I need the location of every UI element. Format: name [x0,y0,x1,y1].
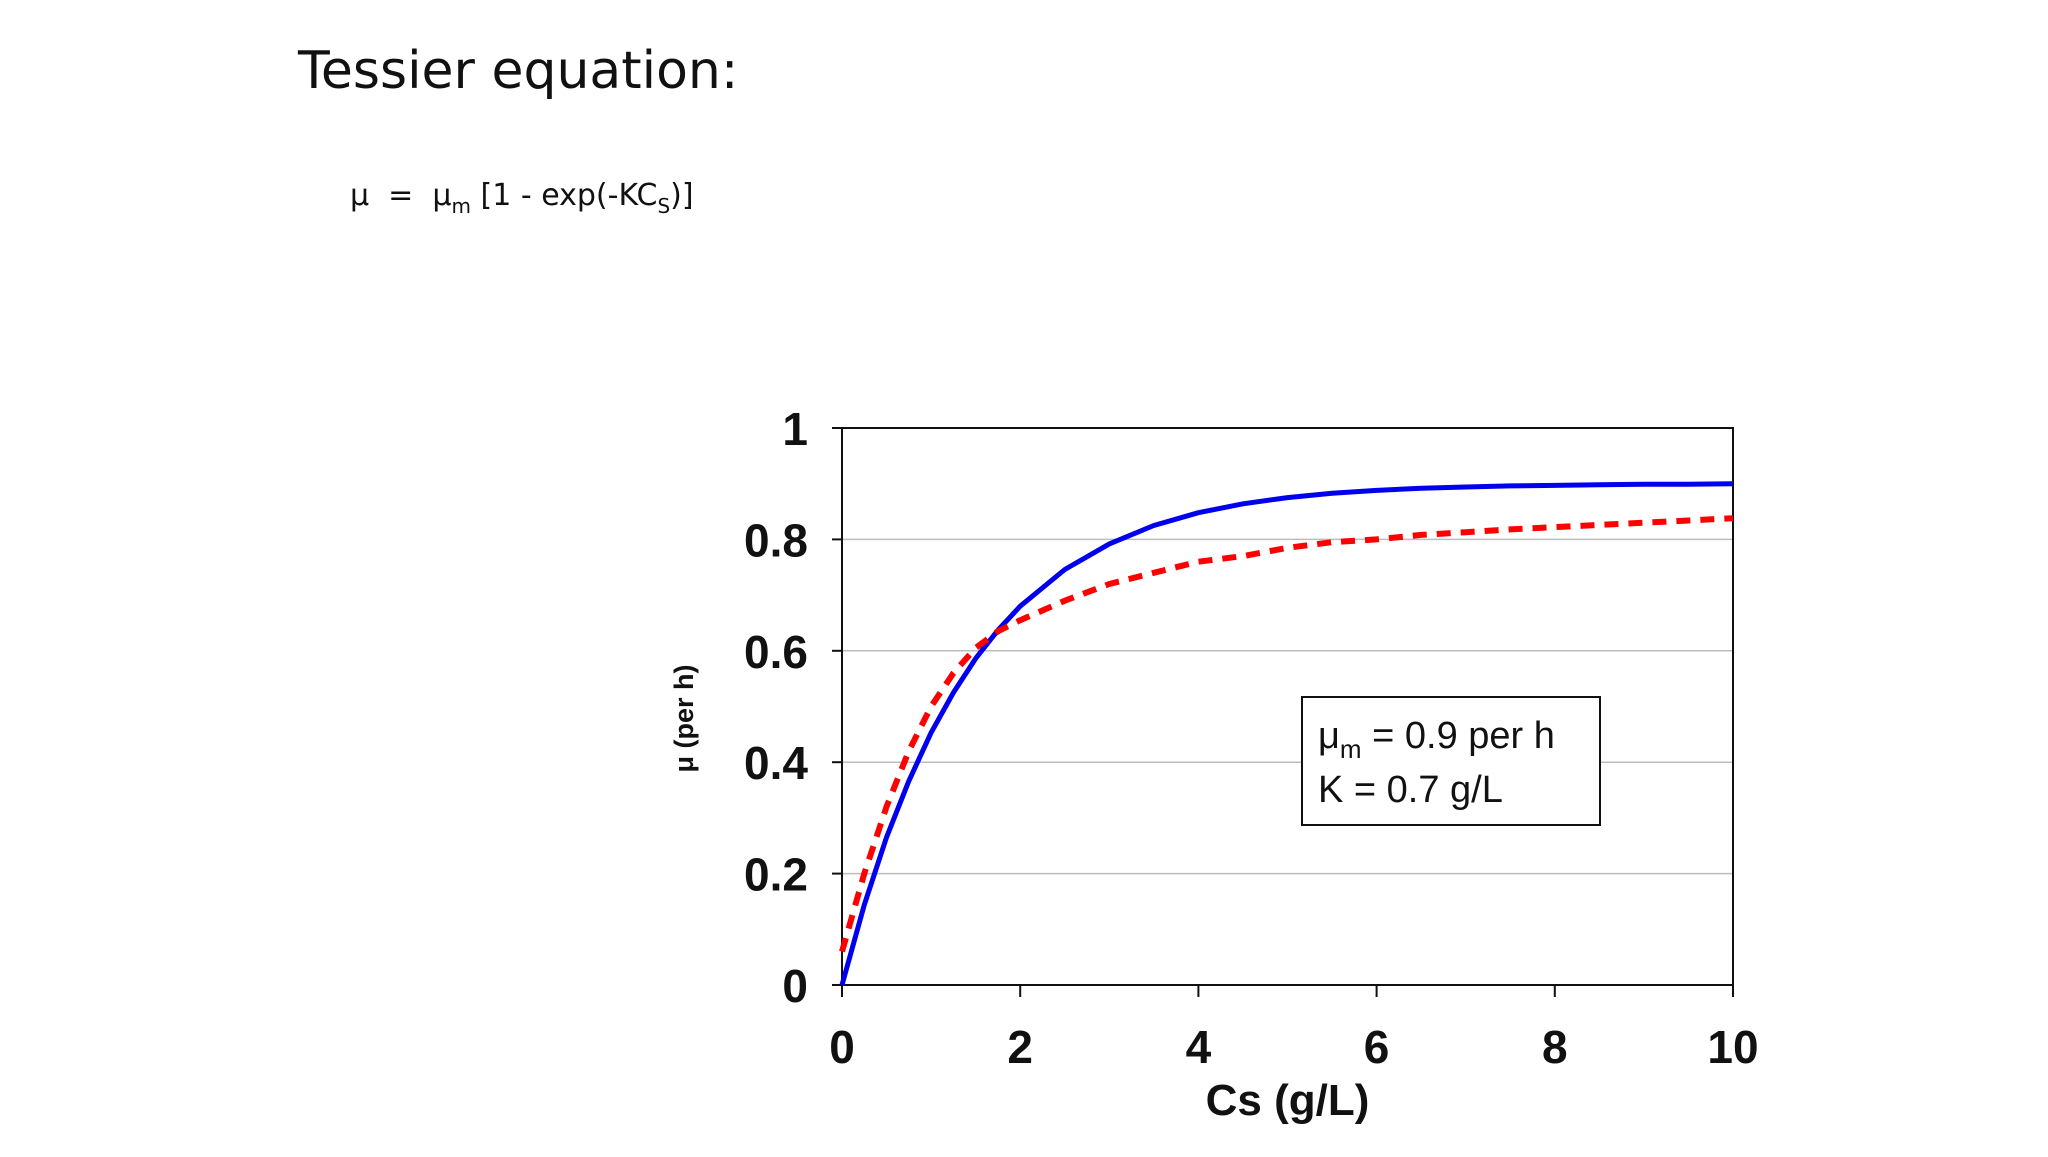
y-tick-label: 0.6 [744,626,808,678]
y-tick-label: 0.4 [744,737,808,789]
y-tick-label: 0.2 [744,849,808,901]
slide-title: Tessier equation: [298,41,739,101]
x-tick-label: 4 [1186,1021,1212,1073]
label-layer: 00.20.40.60.810 2 4 6 8 10 [744,403,1759,1073]
tick-layer [832,427,1734,997]
series-line-solid [839,481,1734,986]
annotation-border [1301,696,1601,826]
plot-frame [841,427,1734,986]
x-tick-label: 8 [1542,1021,1568,1073]
y-tick-label: 1 [782,403,808,455]
y-axis-label: μ (per h) [669,664,699,772]
x-tick-label: 0 [829,1021,855,1073]
x-tick-label: 2 [1007,1021,1033,1073]
y-tick-label: 0 [782,960,808,1012]
equation-coef-sub: m [451,194,471,218]
equation-body-sub: S [657,194,671,218]
annotation-k-value: K = 0.7 g/L [1318,769,1503,811]
equation-coef: μ [432,178,452,213]
annotation-mu-symbol: μ [1318,715,1340,757]
y-tick-label: 0.8 [744,514,808,566]
annotation-mu-value: = 0.9 per h [1362,715,1555,757]
annotation-box: μm = 0.9 per h K = 0.7 g/L [1301,696,1601,826]
equation-lhs: μ [350,178,370,213]
equation-tail: )] [670,178,694,213]
annotation-mu-subscript: m [1340,734,1362,764]
grid-layer [842,538,1733,875]
series-layer [839,481,1734,986]
equation-equals: = [388,178,414,213]
tessier-equation: μ = μm [1 - exp(-KCS)] [350,178,694,216]
x-axis-label: Cs (g/L) [1206,1076,1370,1125]
annotation-mu-max: μm = 0.9 per h [1318,715,1555,764]
equation-body: [1 - exp(-KC [480,178,658,213]
x-tick-label: 6 [1364,1021,1390,1073]
x-tick-label: 10 [1707,1021,1758,1073]
